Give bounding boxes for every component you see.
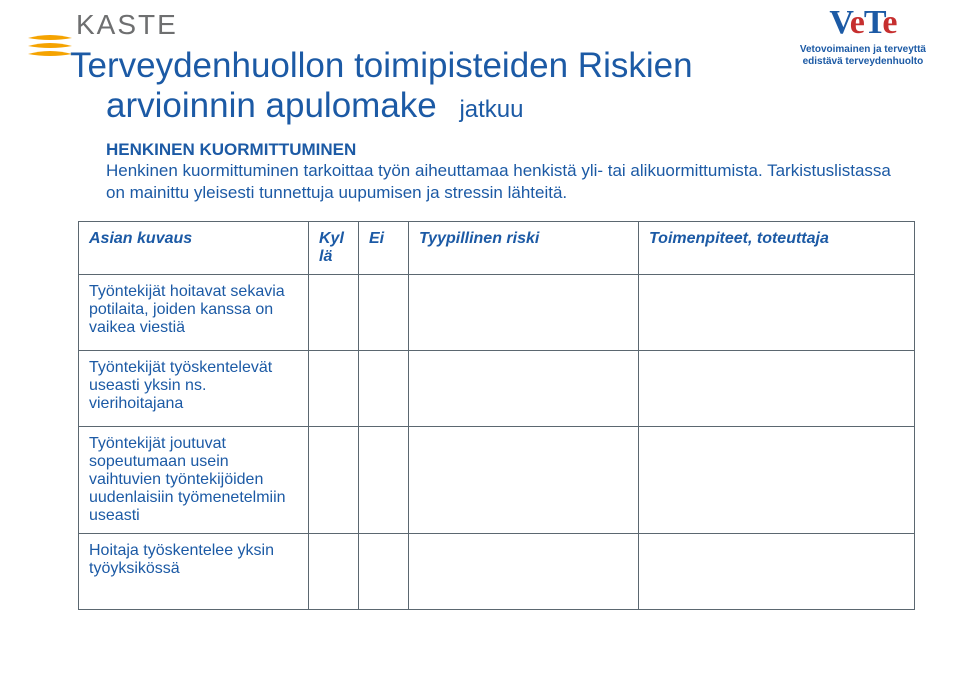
- cell-act: [639, 426, 915, 533]
- section-heading: HENKINEN KUORMITTUMINEN: [106, 140, 910, 160]
- col-header-risk: Tyypillinen riski: [409, 221, 639, 274]
- cell-risk: [409, 426, 639, 533]
- cell-ei: [359, 350, 409, 426]
- col-header-ei: Ei: [359, 221, 409, 274]
- cell-kyl: [309, 533, 359, 609]
- cell-desc: Hoitaja työskentelee yksin työyksikössä: [79, 533, 309, 609]
- table-row: Hoitaja työskentelee yksin työyksikössä: [79, 533, 915, 609]
- kaste-logo: KASTE: [22, 6, 202, 66]
- cell-desc: Työntekijät joutuvat sopeutumaan usein v…: [79, 426, 309, 533]
- vete-logo-mark: VeTe: [800, 6, 926, 40]
- cell-ei: [359, 426, 409, 533]
- cell-kyl: [309, 350, 359, 426]
- cell-act: [639, 274, 915, 350]
- kaste-logo-svg: KASTE: [22, 6, 202, 66]
- cell-desc: Työntekijät hoitavat sekavia potilaita, …: [79, 274, 309, 350]
- cell-ei: [359, 533, 409, 609]
- cell-kyl: [309, 426, 359, 533]
- cell-act: [639, 533, 915, 609]
- risk-table: Asian kuvaus Kyllä Ei Tyypillinen riski …: [78, 221, 915, 610]
- kaste-logo-text: KASTE: [76, 9, 178, 40]
- col-header-desc: Asian kuvaus: [79, 221, 309, 274]
- cell-risk: [409, 350, 639, 426]
- table-body: Työntekijät hoitavat sekavia potilaita, …: [79, 274, 915, 609]
- cell-desc: Työntekijät työskentelevät useasti yksin…: [79, 350, 309, 426]
- table-row: Työntekijät hoitavat sekavia potilaita, …: [79, 274, 915, 350]
- section-intro: HENKINEN KUORMITTUMINEN Henkinen kuormit…: [70, 140, 920, 203]
- cell-risk: [409, 533, 639, 609]
- section-body: Henkinen kuormittuminen tarkoittaa työn …: [106, 160, 910, 203]
- vete-logo-subtitle: Vetovoimainen ja terveyttä edistävä terv…: [800, 44, 926, 68]
- col-header-act: Toimenpiteet, toteuttaja: [639, 221, 915, 274]
- cell-kyl: [309, 274, 359, 350]
- col-header-kyl: Kyllä: [309, 221, 359, 274]
- table-header-row: Asian kuvaus Kyllä Ei Tyypillinen riski …: [79, 221, 915, 274]
- slide-page: KASTE VeTe Vetovoimainen ja terveyttä ed…: [0, 0, 960, 696]
- vete-logo: VeTe Vetovoimainen ja terveyttä edistävä…: [800, 6, 926, 68]
- table-row: Työntekijät työskentelevät useasti yksin…: [79, 350, 915, 426]
- cell-risk: [409, 274, 639, 350]
- cell-ei: [359, 274, 409, 350]
- cell-act: [639, 350, 915, 426]
- table-row: Työntekijät joutuvat sopeutumaan usein v…: [79, 426, 915, 533]
- title-line-2: arvioinnin apulomake jatkuu: [70, 86, 920, 126]
